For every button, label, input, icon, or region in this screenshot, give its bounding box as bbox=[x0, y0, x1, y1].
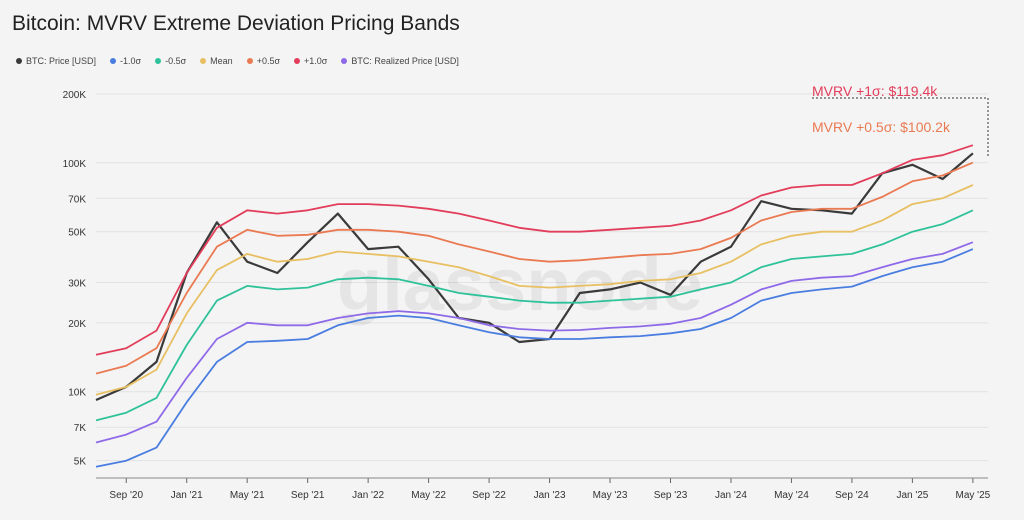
y-tick-label: 30K bbox=[68, 279, 86, 290]
legend-item-price[interactable]: BTC: Price [USD] bbox=[16, 56, 96, 66]
x-axis: Sep '20 Jan '21 May '21 Sep '21 Jan '22 May '… bbox=[96, 477, 991, 501]
y-tick-label: 70K bbox=[68, 194, 86, 205]
series-line-btc-price-usd- bbox=[95, 152, 974, 402]
legend-dot bbox=[341, 58, 348, 64]
x-tick-label: Jan '25 bbox=[896, 490, 928, 501]
y-tick-label: 200K bbox=[63, 90, 87, 101]
legend-dot bbox=[294, 58, 301, 64]
x-tick-label: May '22 bbox=[411, 490, 446, 501]
legend-label: +0.5σ bbox=[256, 56, 281, 66]
x-tick-label: Sep '20 bbox=[109, 490, 143, 501]
chart-title: Bitcoin: MVRV Extreme Deviation Pricing … bbox=[12, 12, 460, 35]
series-line--0-5- bbox=[95, 161, 974, 375]
legend-item-realized[interactable]: BTC: Realized Price [USD] bbox=[341, 56, 459, 66]
x-tick-label: Jan '22 bbox=[352, 490, 384, 501]
legend-label: -1.0σ bbox=[120, 56, 142, 66]
x-tick-label: Jan '21 bbox=[171, 490, 203, 501]
y-tick-label: 20K bbox=[68, 319, 86, 330]
series-line-mean bbox=[95, 184, 974, 396]
x-tick-label: May '24 bbox=[774, 490, 809, 501]
legend-dot bbox=[155, 58, 162, 64]
x-tick-label: May '25 bbox=[956, 490, 991, 501]
x-tick-label: May '23 bbox=[593, 490, 628, 501]
annotation-plus1: MVRV +1σ: $119.4k bbox=[812, 83, 938, 99]
legend: BTC: Price [USD] -1.0σ -0.5σ Mean +0.5σ … bbox=[16, 56, 459, 66]
y-axis: 5K 7K 10K 20K 30K 50K 70K 100K 200K bbox=[63, 90, 87, 468]
legend-label: BTC: Price [USD] bbox=[26, 56, 97, 66]
legend-dot bbox=[200, 58, 207, 64]
y-tick-label: 50K bbox=[68, 228, 86, 239]
series-line--0-5- bbox=[95, 209, 974, 422]
series-line--1-0- bbox=[95, 144, 974, 356]
legend-label: +1.0σ bbox=[304, 56, 328, 66]
x-tick-label: Sep '22 bbox=[472, 490, 506, 501]
legend-label: BTC: Realized Price [USD] bbox=[351, 56, 459, 66]
legend-dot bbox=[16, 58, 22, 64]
series-group bbox=[95, 144, 974, 468]
y-tick-label: 7K bbox=[74, 423, 87, 434]
x-tick-label: Sep '23 bbox=[654, 490, 688, 501]
x-tick-label: Sep '21 bbox=[291, 490, 325, 501]
x-tick-label: Jan '23 bbox=[534, 490, 566, 501]
legend-label: Mean bbox=[210, 56, 233, 66]
y-tick-label: 100K bbox=[63, 159, 87, 170]
legend-item-plus05[interactable]: +0.5σ bbox=[246, 56, 281, 66]
series-line--1-0- bbox=[95, 248, 974, 468]
legend-item-plus1[interactable]: +1.0σ bbox=[294, 56, 327, 66]
y-tick-label: 5K bbox=[74, 457, 87, 468]
x-tick-label: Sep '24 bbox=[835, 490, 869, 501]
legend-dot bbox=[246, 58, 253, 64]
series-line-btc-realized-price-usd- bbox=[95, 241, 974, 444]
legend-label: -0.5σ bbox=[165, 56, 187, 66]
legend-item-minus05[interactable]: -0.5σ bbox=[155, 56, 186, 66]
annotation-plus05: MVRV +0.5σ: $100.2k bbox=[812, 119, 951, 135]
grid bbox=[96, 93, 988, 462]
x-tick-label: May '21 bbox=[230, 490, 265, 501]
legend-item-mean[interactable]: Mean bbox=[200, 56, 233, 66]
legend-item-minus1[interactable]: -1.0σ bbox=[110, 56, 141, 66]
legend-dot bbox=[110, 58, 117, 64]
x-tick-label: Jan '24 bbox=[715, 490, 747, 501]
y-tick-label: 10K bbox=[68, 388, 86, 399]
